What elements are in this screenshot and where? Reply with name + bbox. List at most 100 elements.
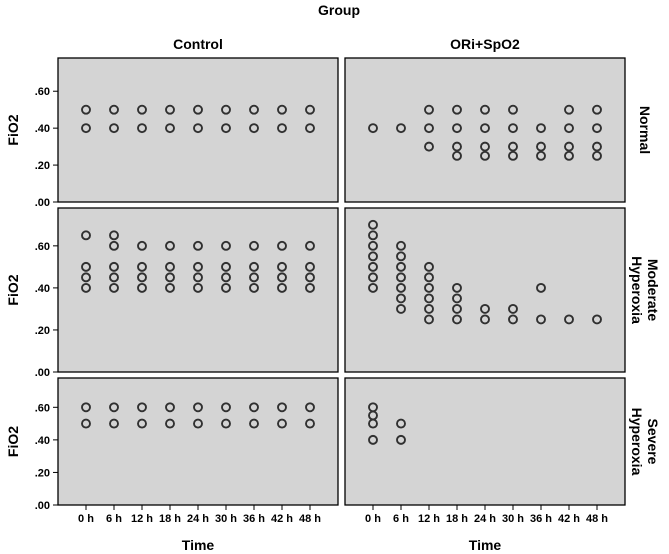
data-point <box>396 261 406 272</box>
data-point <box>396 303 406 314</box>
data-point <box>137 104 147 115</box>
data-point <box>396 418 406 429</box>
x-axis-label: Time <box>182 537 215 553</box>
data-point <box>277 282 287 293</box>
x-tick-label: 0 h <box>78 513 94 525</box>
data-point <box>249 402 259 413</box>
data-point <box>480 141 490 152</box>
data-point <box>592 104 602 115</box>
data-point <box>305 272 315 283</box>
data-point <box>396 251 406 262</box>
panel-0-1 <box>344 57 626 203</box>
data-point <box>109 240 119 251</box>
data-point <box>424 261 434 272</box>
data-point <box>536 123 546 134</box>
data-point <box>109 282 119 293</box>
data-point <box>452 293 462 304</box>
data-point <box>81 123 91 134</box>
data-point <box>137 272 147 283</box>
data-point <box>536 282 546 293</box>
data-point <box>221 418 231 429</box>
chart-title: Group <box>318 2 360 18</box>
y-tick-label: .20 <box>35 160 50 172</box>
data-point <box>249 240 259 251</box>
x-tick-label: 36 h <box>243 513 265 525</box>
data-point <box>508 123 518 134</box>
panel-1-1 <box>344 207 626 373</box>
x-tick-label: 24 h <box>474 513 496 525</box>
data-point <box>193 261 203 272</box>
data-point <box>564 150 574 161</box>
data-point <box>368 219 378 230</box>
data-point <box>165 123 175 134</box>
data-point <box>165 272 175 283</box>
x-tick-label: 6 h <box>106 513 122 525</box>
row-facet-line: Moderate <box>645 259 661 321</box>
data-point <box>536 141 546 152</box>
data-point <box>221 104 231 115</box>
data-point <box>368 261 378 272</box>
data-point <box>277 402 287 413</box>
row-facet-line: Hyperoxia <box>629 408 645 476</box>
data-point <box>249 282 259 293</box>
data-point <box>396 272 406 283</box>
data-point <box>137 282 147 293</box>
y-axis-label: FiO2 <box>5 274 21 305</box>
data-point <box>81 402 91 413</box>
data-point <box>368 230 378 241</box>
data-point <box>480 150 490 161</box>
data-point <box>277 418 287 429</box>
data-point <box>109 272 119 283</box>
x-tick-label: 24 h <box>187 513 209 525</box>
data-point <box>564 141 574 152</box>
x-tick-label: 12 h <box>418 513 440 525</box>
data-point <box>305 123 315 134</box>
data-point <box>277 272 287 283</box>
data-point <box>480 303 490 314</box>
data-point <box>137 123 147 134</box>
y-tick-label: .20 <box>35 467 50 479</box>
row-facet-line: Normal <box>637 106 653 154</box>
data-point <box>277 261 287 272</box>
x-tick-label: 30 h <box>215 513 237 525</box>
data-point <box>536 150 546 161</box>
row-facet-line: Severe <box>645 419 661 465</box>
data-point <box>452 314 462 325</box>
data-point <box>81 282 91 293</box>
data-point <box>249 272 259 283</box>
data-point <box>305 104 315 115</box>
data-point <box>424 104 434 115</box>
data-point <box>193 418 203 429</box>
data-point <box>193 282 203 293</box>
data-point <box>137 261 147 272</box>
data-point <box>424 272 434 283</box>
data-point <box>165 261 175 272</box>
data-point <box>592 141 602 152</box>
data-point <box>508 303 518 314</box>
data-point <box>368 418 378 429</box>
data-point <box>564 123 574 134</box>
x-tick-label: 42 h <box>558 513 580 525</box>
data-point <box>368 434 378 445</box>
data-point <box>193 104 203 115</box>
data-point <box>396 282 406 293</box>
data-point <box>277 123 287 134</box>
data-point <box>81 261 91 272</box>
y-tick-label: .40 <box>35 123 50 135</box>
y-axis-label: FiO2 <box>5 114 21 145</box>
data-point <box>592 123 602 134</box>
data-point <box>81 104 91 115</box>
x-tick-label: 0 h <box>365 513 381 525</box>
data-point <box>109 123 119 134</box>
y-tick-label: .20 <box>35 325 50 337</box>
x-tick-label: 36 h <box>530 513 552 525</box>
data-point <box>221 272 231 283</box>
y-axis-label: FiO2 <box>5 426 21 457</box>
data-point <box>165 418 175 429</box>
data-point <box>221 261 231 272</box>
y-tick-label: .00 <box>35 197 50 209</box>
x-tick-label: 42 h <box>271 513 293 525</box>
